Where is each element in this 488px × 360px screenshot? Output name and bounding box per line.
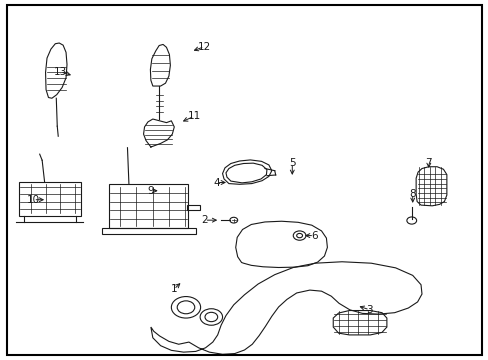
Text: 7: 7: [425, 158, 431, 168]
Text: 13: 13: [54, 67, 67, 77]
Text: 5: 5: [288, 158, 295, 168]
Text: 10: 10: [27, 195, 40, 205]
Text: 1: 1: [170, 284, 177, 294]
Text: 9: 9: [147, 186, 153, 196]
Text: 8: 8: [408, 189, 415, 199]
Text: 6: 6: [310, 231, 317, 240]
Text: 11: 11: [187, 111, 201, 121]
Text: 12: 12: [198, 42, 211, 51]
Text: 4: 4: [213, 177, 220, 188]
Text: 3: 3: [366, 305, 372, 315]
Text: 2: 2: [201, 215, 207, 225]
